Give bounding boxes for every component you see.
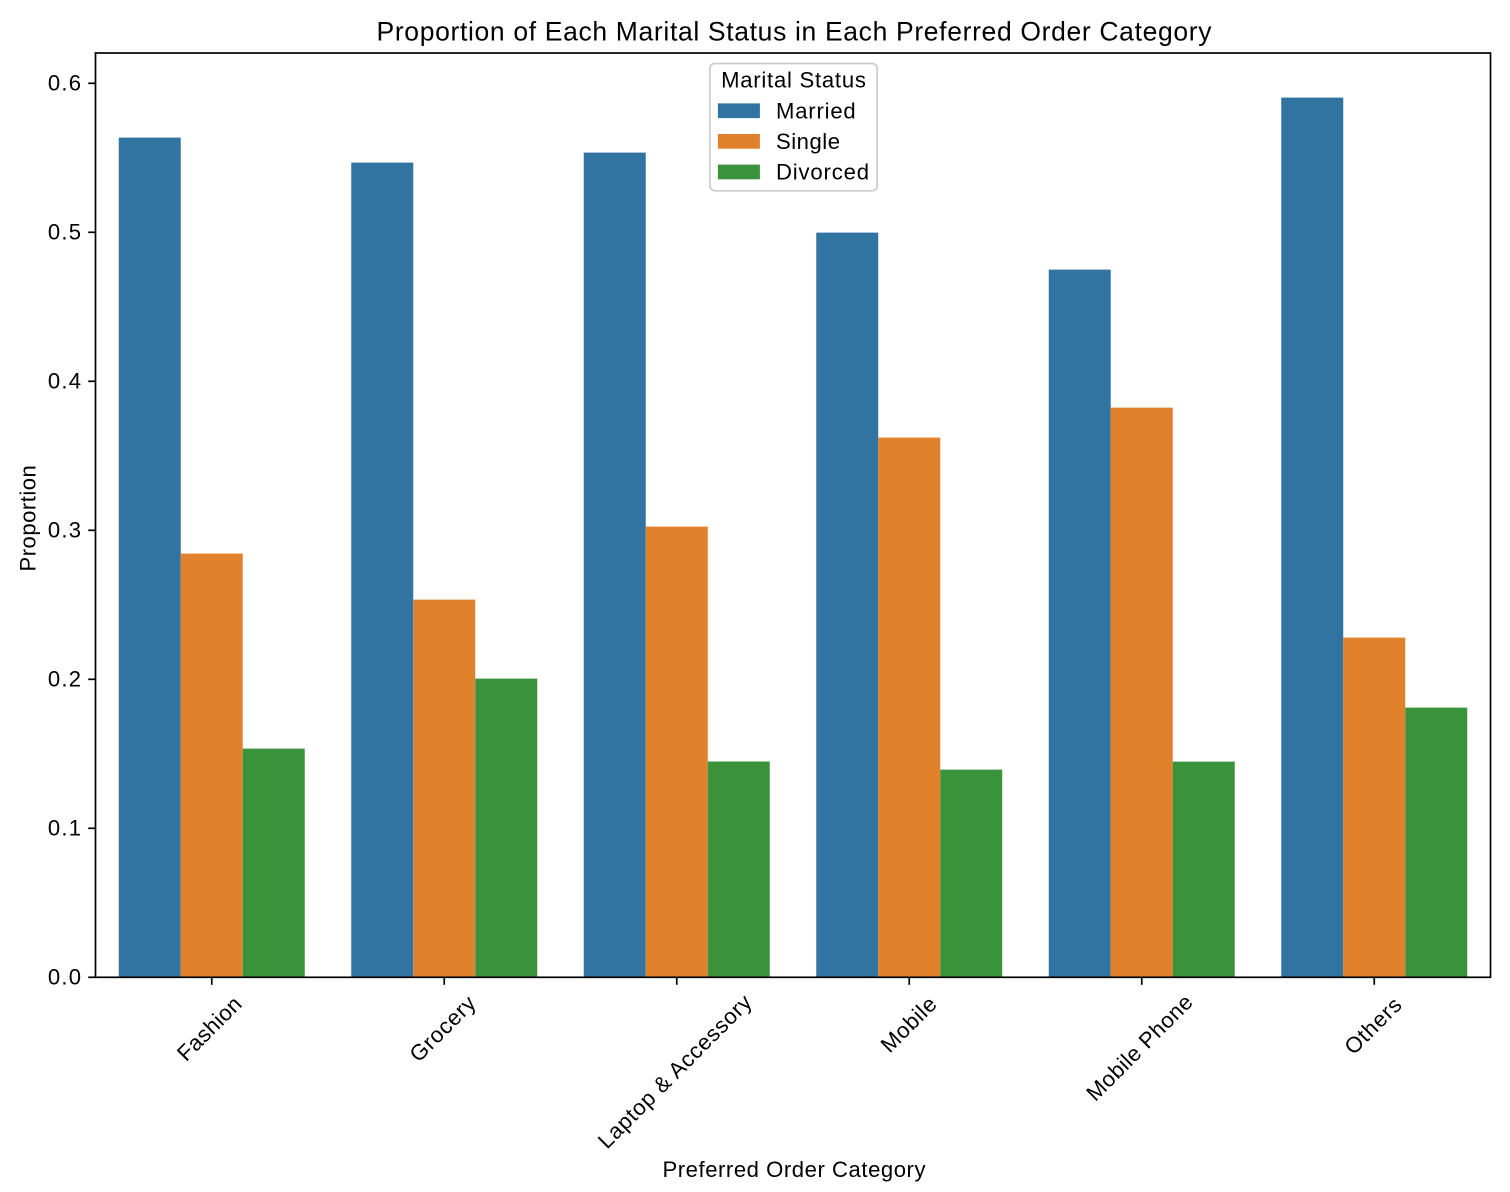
svg-text:0.1: 0.1 [48, 816, 81, 841]
svg-text:Marital Status: Marital Status [721, 68, 866, 93]
svg-text:0.4: 0.4 [48, 369, 81, 394]
svg-text:0.2: 0.2 [48, 667, 81, 692]
svg-text:0.3: 0.3 [48, 518, 81, 543]
svg-text:0.0: 0.0 [48, 965, 81, 990]
svg-text:Preferred Order Category: Preferred Order Category [663, 1157, 926, 1182]
svg-text:Married: Married [776, 99, 856, 124]
svg-text:Divorced: Divorced [776, 160, 869, 185]
svg-text:0.5: 0.5 [48, 220, 81, 245]
svg-text:Single: Single [776, 129, 840, 154]
svg-text:Proportion of Each Marital Sta: Proportion of Each Marital Status in Eac… [377, 17, 1213, 47]
svg-text:0.6: 0.6 [48, 71, 81, 96]
svg-text:Proportion: Proportion [16, 465, 41, 572]
